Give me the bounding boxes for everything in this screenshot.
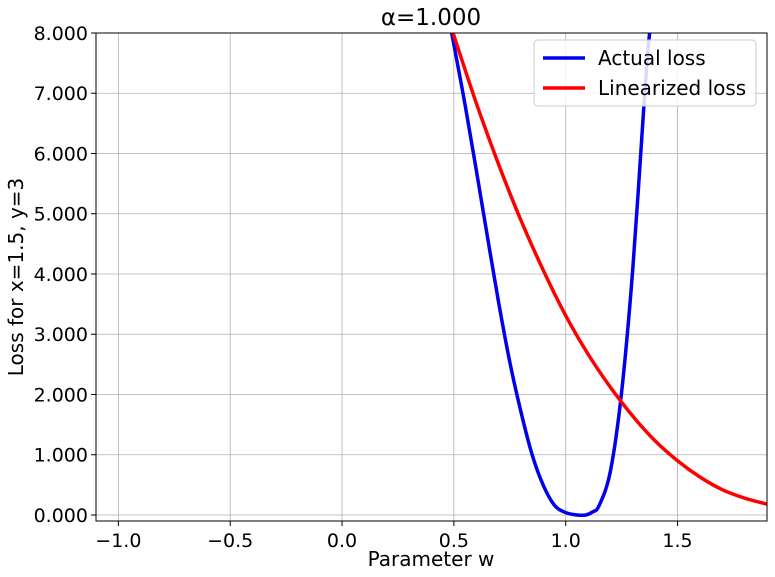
- y-tick-label: 1.000: [34, 445, 88, 467]
- x-axis-label: Parameter w: [368, 547, 495, 571]
- x-tick-label: 1.5: [662, 530, 692, 552]
- x-tick-label: −1.0: [95, 530, 141, 552]
- legend-label-actual-loss: Actual loss: [598, 46, 706, 70]
- legend-label-linearized-loss: Linearized loss: [598, 76, 746, 100]
- y-tick-label: 4.000: [34, 264, 88, 286]
- legend-frame: [533, 39, 757, 107]
- x-tick-label: −0.5: [207, 530, 253, 552]
- y-tick-label: 7.000: [34, 83, 88, 105]
- x-tick-label: 0.0: [327, 530, 357, 552]
- y-axis-label: Loss for x=1.5, y=3: [4, 178, 28, 377]
- x-tick-label: 0.5: [439, 530, 469, 552]
- chart-title: α=1.000: [381, 5, 481, 31]
- x-tick-label: 1.0: [551, 530, 581, 552]
- y-tick-label: 5.000: [34, 204, 88, 226]
- y-tick-label: 0.000: [34, 505, 88, 527]
- series-line-linearized-loss: [451, 33, 767, 506]
- y-axis-ticks: 0.000 1.000 2.000 3.000 4.000 5.000 6.000 7.000…: [34, 23, 96, 527]
- x-axis-ticks: −1.0 −0.5 0.0 0.5 1.0 1.5: [95, 521, 693, 552]
- legend: Actual loss Linearized loss: [533, 39, 757, 107]
- y-tick-label: 8.000: [34, 23, 88, 45]
- y-tick-label: 6.000: [34, 143, 88, 165]
- plot-frame: [95, 32, 768, 522]
- series-line-actual-loss: [449, 33, 652, 518]
- data-series: [449, 33, 767, 518]
- y-tick-label: 3.000: [34, 324, 88, 346]
- y-tick-label: 2.000: [34, 384, 88, 406]
